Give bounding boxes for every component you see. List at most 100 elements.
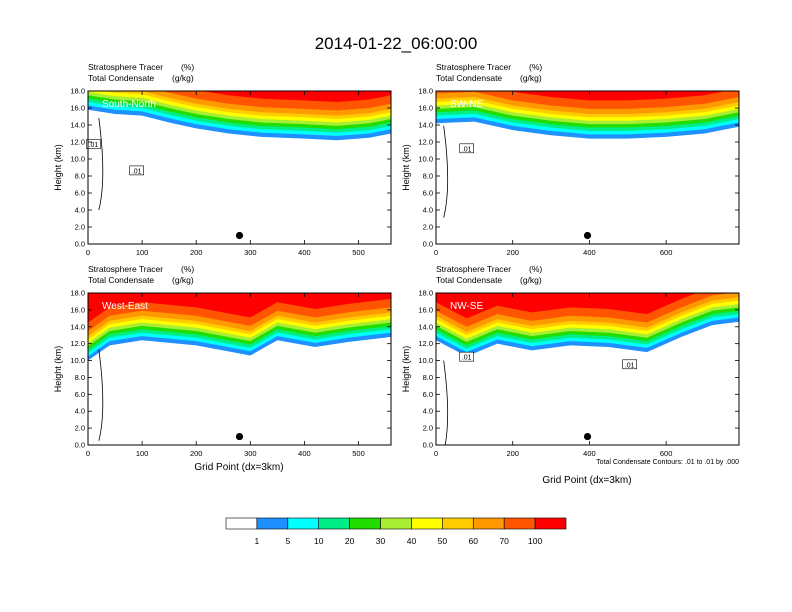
contour-label-box <box>622 359 637 370</box>
x-tick-label: 400 <box>298 449 311 458</box>
x-tick-label: 200 <box>190 248 203 257</box>
x-tick-label: 200 <box>506 248 519 257</box>
y-tick-label: 12.0 <box>418 339 433 348</box>
y-tick-label: 8.0 <box>75 172 85 181</box>
contour-label: .01 <box>625 362 635 369</box>
contour-label: .01 <box>132 168 142 175</box>
tracer-field <box>88 293 391 441</box>
colorbar-label: 60 <box>469 536 479 546</box>
y-tick-label: 10.0 <box>418 356 433 365</box>
panel-bottom-left: 0 100 200 300 400 500 0.0 2.0 4.0 6.0 8.0 10.0 12.0 1… <box>53 264 392 458</box>
y-tick-label: 10.0 <box>418 155 433 164</box>
footnote-text: Total Condensate Contours: .01 to .01 by… <box>596 459 739 466</box>
colorbar-swatch <box>380 517 412 530</box>
subtitle-condensate: Total Condensate <box>436 73 502 83</box>
x-tick-label: 300 <box>244 449 257 458</box>
x-tick-label: 300 <box>244 248 257 257</box>
x-axis-label-left: Grid Point (dx=3km) <box>194 462 283 473</box>
x-tick-label: 400 <box>298 248 311 257</box>
x-tick-label: 200 <box>506 449 519 458</box>
plot-frame <box>435 292 740 446</box>
colorbar-swatch <box>349 517 381 530</box>
subtitle-condensate-units: (g/kg) <box>172 275 194 285</box>
y-tick-label: 4.0 <box>75 206 85 215</box>
subtitle-tracer-units: (%) <box>529 264 542 274</box>
colorbar-label: 100 <box>528 536 542 546</box>
subtitle-tracer: Stratosphere Tracer <box>88 62 163 72</box>
x-tick-label: 500 <box>352 449 365 458</box>
y-tick-label: 8.0 <box>75 373 85 382</box>
x-tick-label: 500 <box>352 248 365 257</box>
panel-top-left: .01 .01 0 100 200 300 400 500 0.0 2.0 4.0 6.0 8.0 10.… <box>53 62 392 257</box>
y-axis-label: Height (km) <box>53 144 63 191</box>
subtitle-tracer-units: (%) <box>181 264 194 274</box>
y-tick-label: 0.0 <box>75 441 85 450</box>
y-tick-label: 18.0 <box>70 87 85 96</box>
tracer-field <box>436 91 739 218</box>
y-tick-label: 16.0 <box>70 305 85 314</box>
y-tick-label: 12.0 <box>70 138 85 147</box>
y-tick-label: 18.0 <box>70 289 85 298</box>
y-tick-label: 6.0 <box>75 189 85 198</box>
y-tick-label: 10.0 <box>70 356 85 365</box>
cross-section-label: SW-NE <box>450 99 483 110</box>
condensate-contour <box>443 125 449 218</box>
subtitle-condensate: Total Condensate <box>88 275 154 285</box>
plot-frame <box>87 292 392 446</box>
colorbar-label: 40 <box>407 536 417 546</box>
colorbar-swatch <box>411 517 443 530</box>
y-tick-label: 18.0 <box>418 289 433 298</box>
tracer-band-100 <box>88 91 391 103</box>
colorbar-label: 10 <box>314 536 324 546</box>
y-axis-label: Height (km) <box>53 346 63 393</box>
y-tick-label: 0.0 <box>423 441 433 450</box>
tracer-field <box>88 91 391 211</box>
x-tick-label: 100 <box>136 248 149 257</box>
subtitle-tracer-units: (%) <box>181 62 194 72</box>
cross-section-label: West-East <box>102 301 148 312</box>
x-tick-label: 600 <box>660 449 673 458</box>
x-tick-label: 0 <box>434 449 438 458</box>
tracer-band-100 <box>88 293 391 323</box>
colorbar-label: 1 <box>255 536 260 546</box>
panel-top-right: .01 0 200 400 600 0.0 2.0 4.0 6.0 8.0 10.0 12.0 14.0… <box>401 62 740 257</box>
y-tick-label: 2.0 <box>423 223 433 232</box>
subtitle-condensate: Total Condensate <box>88 73 154 83</box>
y-tick-label: 6.0 <box>75 390 85 399</box>
y-tick-label: 6.0 <box>423 390 433 399</box>
subtitle-tracer: Stratosphere Tracer <box>88 264 163 274</box>
location-marker <box>235 432 244 441</box>
y-tick-label: 14.0 <box>418 322 433 331</box>
y-tick-label: 14.0 <box>70 121 85 130</box>
subtitle-tracer: Stratosphere Tracer <box>436 62 511 72</box>
y-tick-label: 4.0 <box>75 407 85 416</box>
colorbar: 1 5 10 20 30 40 50 60 70 100 <box>225 517 567 546</box>
subtitle-tracer: Stratosphere Tracer <box>436 264 511 274</box>
subtitle-condensate-units: (g/kg) <box>172 73 194 83</box>
x-tick-label: 0 <box>86 449 90 458</box>
y-tick-label: 2.0 <box>75 223 85 232</box>
colorbar-label: 5 <box>285 536 290 546</box>
y-tick-label: 2.0 <box>423 424 433 433</box>
x-tick-label: 600 <box>660 248 673 257</box>
contour-label: .01 <box>462 355 472 362</box>
x-tick-label: 400 <box>583 449 596 458</box>
y-tick-label: 8.0 <box>423 373 433 382</box>
colorbar-label: 50 <box>438 536 448 546</box>
colorbar-label: 70 <box>499 536 509 546</box>
contour-label-box <box>86 139 101 149</box>
location-marker <box>583 231 592 240</box>
y-tick-label: 10.0 <box>70 155 85 164</box>
colorbar-swatch <box>534 517 567 530</box>
subtitle-condensate-units: (g/kg) <box>520 73 542 83</box>
colorbar-label: 20 <box>345 536 355 546</box>
subtitle-condensate-units: (g/kg) <box>520 275 542 285</box>
condensate-contour <box>98 349 104 441</box>
y-tick-label: 4.0 <box>423 206 433 215</box>
y-tick-label: 16.0 <box>418 104 433 113</box>
y-tick-label: 18.0 <box>418 87 433 96</box>
y-tick-label: 14.0 <box>70 322 85 331</box>
tracer-field <box>436 293 739 445</box>
y-tick-label: 6.0 <box>423 189 433 198</box>
